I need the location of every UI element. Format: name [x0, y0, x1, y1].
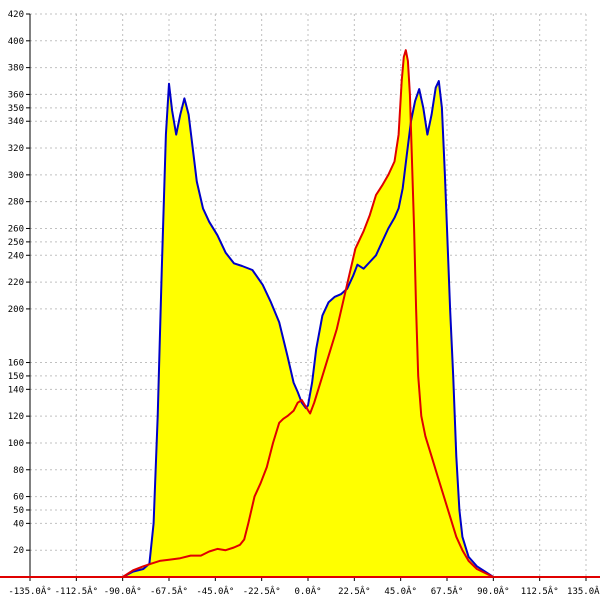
- y-tick-label: 60: [13, 493, 24, 503]
- x-tick-label: 67.5Â°: [431, 585, 464, 597]
- x-tick-label: -22.5Â°: [243, 585, 281, 597]
- y-tick-label: 140: [8, 385, 24, 395]
- x-tick-label: -45.0Â°: [196, 585, 234, 597]
- x-tick-label: 90.0Â°: [477, 585, 510, 597]
- y-tick-label: 320: [8, 144, 24, 154]
- y-tick-label: 100: [8, 439, 24, 449]
- y-tick-label: 200: [8, 305, 24, 315]
- x-tick-label: -67.5Â°: [150, 585, 188, 597]
- y-tick-label: 350: [8, 104, 24, 114]
- y-tick-label: 50: [13, 506, 24, 516]
- y-tick-label: 380: [8, 64, 24, 74]
- axes: [0, 13, 600, 581]
- x-tick-label: 135.0Â°: [567, 585, 600, 597]
- y-tick-label: 420: [8, 10, 24, 20]
- y-tick-label: 280: [8, 198, 24, 208]
- x-tick-label: 45.0Â°: [384, 585, 417, 597]
- y-tick-label: 260: [8, 224, 24, 234]
- x-tick-label: 22.5Â°: [338, 585, 371, 597]
- series-0-line: [122, 80, 494, 578]
- x-tick-label: 0.0Â°: [294, 585, 321, 597]
- series-lines: [122, 49, 494, 578]
- y-tick-label: 40: [13, 519, 24, 529]
- x-tick-label: -112.5Â°: [55, 585, 98, 597]
- series-1-area: [122, 50, 494, 577]
- area-fills: [122, 50, 494, 577]
- y-tick-label: 360: [8, 90, 24, 100]
- y-tick-label: 120: [8, 412, 24, 422]
- y-tick-label: 150: [8, 372, 24, 382]
- y-tick-label: 240: [8, 251, 24, 261]
- y-tick-label: 160: [8, 359, 24, 369]
- y-tick-label: 340: [8, 117, 24, 127]
- y-tick-label: 400: [8, 37, 24, 47]
- x-tick-label: -135.0Â°: [8, 585, 51, 597]
- x-tick-label: 112.5Â°: [521, 585, 559, 597]
- series-1-line: [122, 49, 494, 578]
- y-tick-label: 80: [13, 466, 24, 476]
- x-tick-label: -90.0Â°: [104, 585, 142, 597]
- tick-labels: -135.0Â° -112.5Â° -90.0Â° -67.5Â° -45.0Â° -22…: [8, 10, 600, 597]
- y-tick-label: 300: [8, 171, 24, 181]
- y-tick-label: 220: [8, 278, 24, 288]
- y-tick-label: 20: [13, 546, 24, 556]
- y-tick-label: 250: [8, 238, 24, 248]
